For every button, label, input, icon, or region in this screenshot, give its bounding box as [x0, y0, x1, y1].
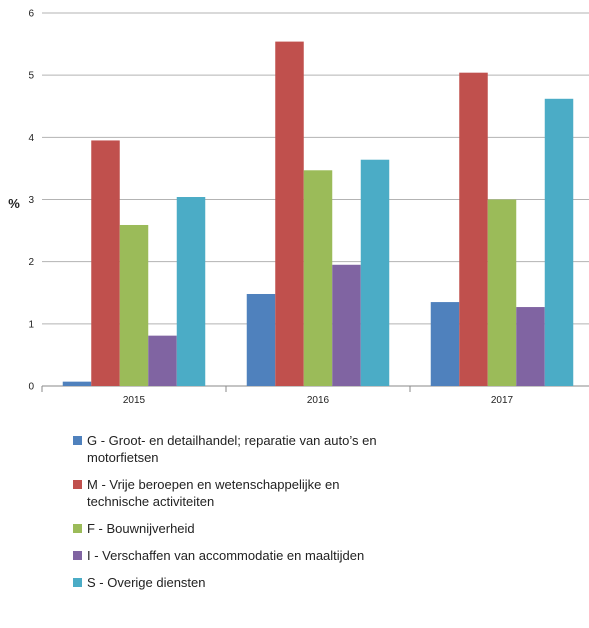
legend-item: I - Verschaffen van accommodatie en maal…	[73, 547, 403, 564]
legend-label: G - Groot- en detailhandel; reparatie va…	[87, 433, 377, 465]
legend-label: F - Bouwnijverheid	[87, 521, 195, 536]
chart: % 0 1 2 3 4 5 6 2015 2016 2017	[8, 9, 589, 406]
legend-label: S - Overige diensten	[87, 575, 206, 590]
legend-item: S - Overige diensten	[73, 574, 403, 591]
x-tick-label: 2015	[123, 395, 146, 406]
bar	[246, 293, 276, 386]
bar	[332, 264, 361, 386]
bar	[360, 159, 390, 386]
y-tick-label: 3	[28, 195, 34, 206]
legend-item: F - Bouwnijverheid	[73, 520, 403, 537]
bar	[430, 302, 460, 386]
bar	[62, 381, 92, 386]
y-axis-label: %	[8, 196, 20, 211]
legend-swatch	[73, 551, 82, 560]
legend-swatch	[73, 524, 82, 533]
bar	[176, 197, 206, 386]
y-tick-label: 4	[28, 133, 34, 144]
x-tick-label: 2016	[307, 395, 330, 406]
bar	[148, 335, 177, 386]
x-tick-label: 2017	[491, 395, 514, 406]
y-tick-label: 2	[28, 257, 34, 268]
legend: G - Groot- en detailhandel; reparatie va…	[73, 432, 403, 601]
legend-swatch	[73, 578, 82, 587]
legend-item: M - Vrije beroepen en wetenschappelijke …	[73, 476, 403, 510]
bar	[275, 41, 304, 386]
legend-item: G - Groot- en detailhandel; reparatie va…	[73, 432, 403, 466]
bar	[303, 170, 333, 386]
bar	[487, 199, 517, 386]
legend-label: I - Verschaffen van accommodatie en maal…	[87, 548, 365, 563]
bar	[544, 98, 574, 386]
bar	[459, 72, 488, 387]
bar	[119, 224, 149, 386]
bar	[516, 307, 545, 386]
y-tick-label: 6	[28, 9, 34, 20]
y-tick-label: 0	[28, 382, 34, 393]
legend-label: M - Vrije beroepen en wetenschappelijke …	[87, 477, 340, 509]
bar	[91, 140, 120, 386]
y-tick-label: 1	[28, 319, 34, 330]
legend-swatch	[73, 480, 82, 489]
legend-swatch	[73, 436, 82, 445]
y-tick-label: 5	[28, 71, 34, 82]
